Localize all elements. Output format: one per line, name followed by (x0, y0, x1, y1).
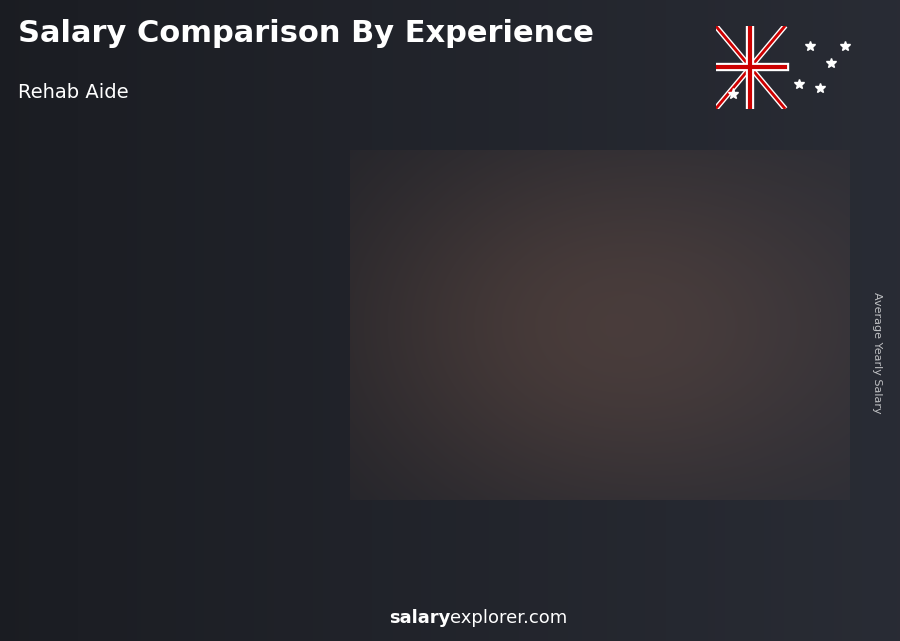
Text: 21,000 AUD: 21,000 AUD (101, 399, 184, 413)
Polygon shape (767, 212, 772, 564)
Text: +9%: +9% (534, 143, 580, 161)
Polygon shape (93, 417, 104, 564)
Polygon shape (158, 419, 163, 564)
Text: 36,600 AUD: 36,600 AUD (345, 292, 427, 306)
Polygon shape (93, 417, 168, 419)
Polygon shape (592, 229, 655, 564)
Text: 48,400 AUD: 48,400 AUD (589, 210, 671, 224)
Polygon shape (702, 206, 714, 564)
Polygon shape (348, 311, 412, 564)
Text: 28,200 AUD: 28,200 AUD (223, 350, 306, 363)
Text: +34%: +34% (162, 254, 220, 272)
Polygon shape (104, 419, 168, 564)
Polygon shape (702, 206, 778, 212)
Polygon shape (337, 307, 348, 564)
Text: explorer.com: explorer.com (450, 609, 567, 627)
Polygon shape (470, 258, 534, 564)
Polygon shape (524, 258, 528, 564)
Text: Salary Comparison By Experience: Salary Comparison By Experience (18, 19, 594, 48)
Polygon shape (580, 224, 592, 564)
Text: +21%: +21% (406, 162, 464, 179)
Text: Average Yearly Salary: Average Yearly Salary (872, 292, 883, 413)
Text: +5%: +5% (656, 135, 701, 153)
Polygon shape (280, 369, 284, 564)
Text: Rehab Aide: Rehab Aide (18, 83, 129, 103)
Polygon shape (580, 224, 655, 229)
Text: +30%: +30% (284, 205, 342, 223)
Polygon shape (227, 369, 290, 564)
Polygon shape (458, 253, 470, 564)
Text: salary: salary (389, 609, 450, 627)
Text: 44,300 AUD: 44,300 AUD (466, 238, 550, 253)
Polygon shape (401, 311, 407, 564)
Polygon shape (214, 366, 227, 564)
Polygon shape (645, 229, 651, 564)
Polygon shape (337, 307, 412, 311)
Text: 51,000 AUD: 51,000 AUD (710, 192, 793, 206)
Polygon shape (714, 212, 778, 564)
Polygon shape (458, 253, 534, 258)
Polygon shape (214, 366, 290, 369)
